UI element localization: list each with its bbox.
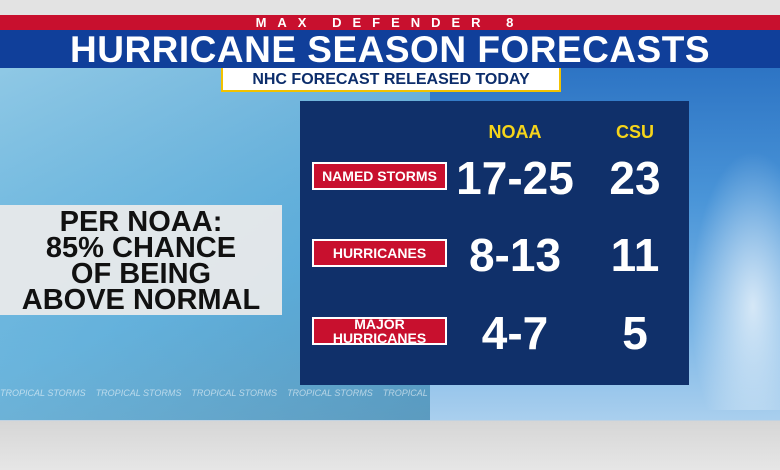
callout-line: OF BEING [70, 258, 212, 290]
watermark-text: TROPICAL STORMS [191, 388, 278, 398]
watermark-text: TROPICAL STORMS [95, 388, 182, 398]
title: HURRICANE SEASON FORECASTS [0, 30, 780, 70]
callout-line: 85% CHANCE [45, 232, 237, 264]
cell-value: 8-13 [468, 229, 562, 281]
row-label: HURRICANES [312, 239, 447, 267]
cell-value: 11 [610, 229, 660, 281]
brand: MAX DEFENDER 8 [0, 15, 780, 30]
watermark: TROPICAL STORMS TROPICAL STORMS TROPICAL S… [0, 385, 430, 401]
subtitle: NHC FORECAST RELEASED TODAY [221, 68, 561, 92]
callout: PER NOAA: 85% CHANCE OF BEING ABOVE NORMAL [0, 205, 282, 315]
row-label: NAMED STORMS [312, 162, 447, 190]
cell-value: 23 [609, 152, 661, 204]
row-label: MAJOR HURRICANES [312, 317, 447, 345]
cell-value: 5 [622, 307, 648, 359]
column-header: CSU [615, 122, 654, 142]
watermark-text: TROPICAL STORMS [287, 388, 373, 398]
callout-line: ABOVE NORMAL [21, 284, 261, 316]
forecast-panel: NOAA CSU NAMED STORMS 17-25 23 HURRICANES 8-13… [300, 101, 689, 385]
column-header: NOAA [488, 122, 542, 142]
watermark-text: TROPICAL STORMS [382, 388, 430, 398]
cell-value: 4-7 [481, 307, 549, 359]
background-cloud [690, 150, 780, 410]
cell-value: 17-25 [456, 152, 574, 204]
callout-line: PER NOAA: [59, 206, 223, 238]
watermark-text: TROPICAL STORMS [0, 388, 86, 398]
